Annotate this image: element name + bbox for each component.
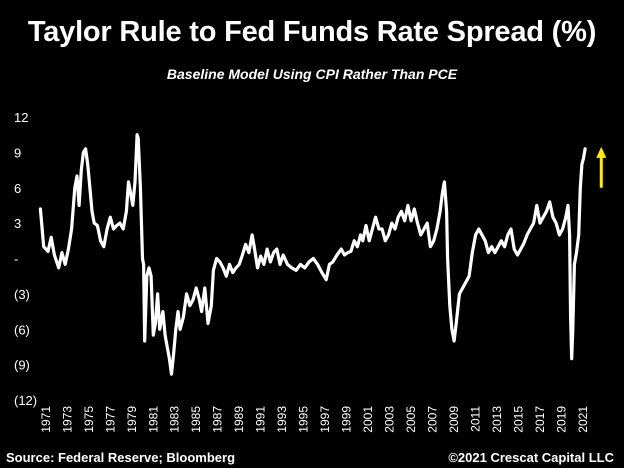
annotation-layer (596, 146, 607, 188)
x-tick-label: 1995 (297, 406, 311, 433)
x-tick-label: 2009 (447, 406, 461, 433)
source-note: Source: Federal Reserve; Bloomberg (6, 450, 236, 465)
y-tick-label: (12) (14, 393, 37, 408)
y-axis: 12 9 6 3 - (3) (6) (9) (12) (14, 110, 37, 408)
x-tick-label: 2007 (426, 406, 440, 433)
series-line (38, 133, 587, 376)
x-tick-label: 1977 (103, 406, 117, 433)
y-tick-label: (9) (14, 358, 30, 373)
chart-subtitle: Baseline Model Using CPI Rather Than PCE (166, 66, 458, 82)
up-arrow-annotation (596, 146, 607, 188)
x-tick-label: 2011 (469, 406, 483, 432)
y-tick-label: 3 (14, 216, 21, 231)
x-tick-label: 1971 (39, 406, 53, 433)
chart-title: Taylor Rule to Fed Funds Rate Spread (%) (27, 16, 597, 48)
y-tick-label: - (14, 252, 18, 267)
y-tick-label: (3) (14, 287, 30, 302)
x-tick-label: 1973 (60, 406, 74, 433)
series-layer (38, 133, 587, 376)
x-tick-label: 1979 (125, 406, 139, 433)
y-tick-label: (6) (14, 322, 30, 337)
x-tick-label: 1997 (318, 406, 332, 433)
x-tick-label: 2015 (512, 406, 526, 433)
x-tick-label: 2001 (361, 406, 375, 433)
x-tick-label: 2013 (490, 406, 504, 433)
x-tick-label: 2003 (383, 406, 397, 433)
x-tick-label: 1975 (82, 406, 96, 433)
y-tick-label: 12 (14, 110, 28, 125)
x-tick-label: 2005 (404, 406, 418, 433)
x-tick-label: 2019 (555, 406, 569, 433)
x-axis: 1971 1973 1975 1977 1979 1981 1983 1985 1987 1989… (39, 406, 590, 433)
x-tick-label: 1983 (168, 406, 182, 433)
x-tick-label: 1999 (340, 406, 354, 433)
x-tick-label: 1987 (211, 406, 225, 433)
x-tick-label: 2017 (533, 406, 547, 433)
copyright-note: ©2021 Crescat Capital LLC (448, 450, 614, 465)
x-tick-label: 1991 (254, 406, 268, 433)
x-tick-label: 1985 (189, 406, 203, 433)
x-tick-label: 1989 (232, 406, 246, 433)
x-tick-label: 2021 (576, 406, 590, 433)
y-tick-label: 9 (14, 145, 21, 160)
x-tick-label: 1993 (275, 406, 289, 433)
y-tick-label: 6 (14, 181, 21, 196)
x-tick-label: 1981 (146, 406, 160, 433)
